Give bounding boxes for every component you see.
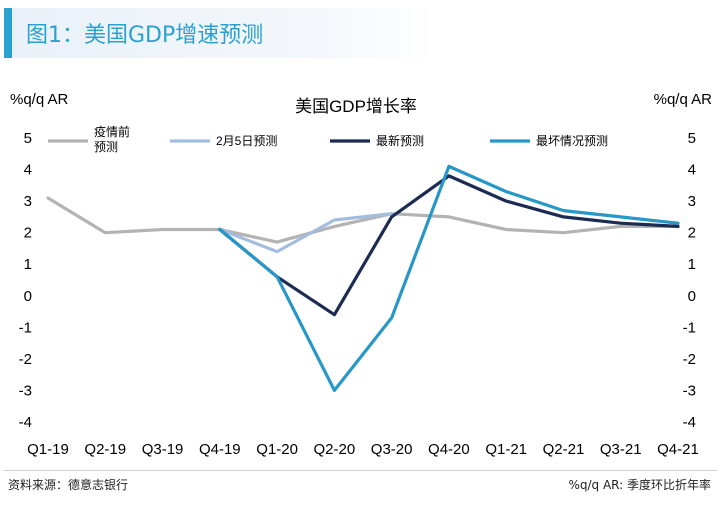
x-tick-label: Q2-21 <box>543 441 585 458</box>
y-tick-label-right: 3 <box>688 193 696 210</box>
y-tick-label-right: 1 <box>688 256 696 273</box>
x-tick-label: Q4-19 <box>199 441 241 458</box>
y-tick-label-right: 2 <box>688 225 696 242</box>
y-tick-label-left: -3 <box>19 382 32 399</box>
y-axis-label-right: %q/q AR <box>654 91 713 108</box>
unit-note: %q/q AR: 季度环比折年率 <box>568 478 711 492</box>
legend-label-2: 2月5日预测 <box>216 134 277 148</box>
y-tick-label-left: -2 <box>19 351 32 368</box>
chart-container: 美国GDP增长率 %q/q AR %q/q AR 5 5 4 4 3 3 2 2 1 1 0 0 -1 -1 -2… <box>0 70 721 470</box>
y-tick-label-left: 4 <box>24 162 32 179</box>
x-tick-label: Q4-20 <box>428 441 470 458</box>
series-line-2 <box>218 212 394 254</box>
y-tick-label-left: 5 <box>24 130 32 147</box>
y-tick-label-left: -4 <box>19 414 32 431</box>
series-line-4 <box>218 164 680 392</box>
x-tick-label: Q1-19 <box>27 441 69 458</box>
x-tick-label: Q3-20 <box>371 441 413 458</box>
legend-label-3: 最新预测 <box>376 133 424 148</box>
x-tick-label: Q3-21 <box>600 441 642 458</box>
y-tick-label-right: 0 <box>688 288 696 305</box>
y-tick-label-left: -1 <box>19 319 32 336</box>
y-tick-label-right: 4 <box>688 162 696 179</box>
y-tick-label-left: 1 <box>24 256 32 273</box>
y-tick-label-right: -3 <box>683 382 696 399</box>
y-tick-label-left: 0 <box>24 288 32 305</box>
y-tick-label-right: -4 <box>683 414 696 431</box>
y-tick-label-right: 5 <box>688 130 696 147</box>
y-axis-label-left: %q/q AR <box>10 91 69 108</box>
x-tick-label: Q4-21 <box>657 441 699 458</box>
x-tick-label: Q2-20 <box>314 441 356 458</box>
legend-label-1: 疫情前预测 <box>94 124 130 154</box>
chart-title: 美国GDP增长率 <box>295 97 417 116</box>
title-band <box>4 8 436 58</box>
series-line-1 <box>46 196 680 244</box>
source-note: 资料来源：德意志银行 <box>8 478 129 492</box>
gdp-growth-line-chart: 美国GDP增长率 %q/q AR %q/q AR 5 5 4 4 3 3 2 2 1 1 0 0 -1 -1 -2… <box>10 91 713 458</box>
y-tick-label-right: -1 <box>683 319 696 336</box>
y-tick-label-left: 3 <box>24 193 32 210</box>
figure-title: 图1：美国GDP增速预测 <box>26 23 264 48</box>
y-tick-label-right: -2 <box>683 351 696 368</box>
x-tick-label: Q3-19 <box>142 441 184 458</box>
x-tick-label: Q2-19 <box>84 441 126 458</box>
y-tick-label-left: 2 <box>24 225 32 242</box>
x-tick-label: Q1-20 <box>256 441 298 458</box>
x-tick-label: Q1-21 <box>485 441 527 458</box>
title-accent-bar <box>4 8 12 58</box>
legend-label-4: 最坏情况预测 <box>536 134 608 148</box>
footer-divider <box>4 470 717 471</box>
series-line-3 <box>218 174 680 317</box>
